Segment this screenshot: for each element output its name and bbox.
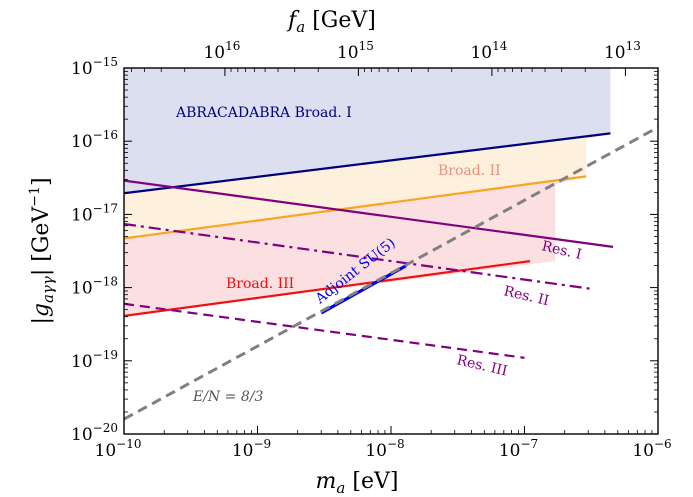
series-broad-iii — [124, 260, 531, 317]
top-tick-label: 1013 — [604, 39, 641, 63]
series-res-i — [124, 179, 614, 248]
top-tick-label: 1016 — [203, 39, 240, 63]
y-axis-label: |gaγγ| [GeV−1] — [27, 177, 57, 324]
y-tick-label: 10−19 — [71, 348, 118, 372]
x-tick-label: 10−10 — [95, 437, 142, 461]
y-tick-label: 10−17 — [71, 201, 118, 225]
annotation-res-iii: Res. III — [455, 352, 509, 379]
top-tick-label: 1014 — [470, 39, 507, 63]
x-tick-label: 10−8 — [365, 437, 404, 461]
annotation-broad-ii: Broad. II — [438, 163, 501, 179]
series-e-n-8-3 — [124, 125, 658, 421]
y-tick-label: 10−20 — [71, 421, 118, 445]
annotation-e-n-8-3: E/N = 8/3 — [192, 389, 263, 405]
series-broad-ii — [124, 175, 587, 240]
y-tick-label: 10−18 — [71, 275, 118, 299]
x-tick-label: 10−9 — [232, 437, 271, 461]
series-res-ii — [124, 222, 594, 291]
y-tick-label: 10−16 — [71, 128, 118, 152]
annotation-broad-iii: Broad. III — [226, 276, 294, 292]
annotation-abracadabra-broad-i: ABRACADABRA Broad. I — [175, 105, 352, 121]
y-tick-label: 10−15 — [71, 55, 118, 79]
x-axis-label: ma [eV] — [316, 469, 399, 497]
region-abracadabra-broad-i — [124, 68, 611, 194]
annotation-res-ii: Res. II — [502, 283, 550, 309]
top-axis-label: fa [GeV] — [286, 8, 376, 36]
x-tick-label: 10−7 — [499, 437, 538, 461]
series-abracadabra-broad-i — [124, 132, 611, 195]
series-res-iii — [124, 302, 525, 359]
region-broad-ii — [124, 133, 611, 239]
top-tick-label: 1015 — [337, 39, 374, 63]
x-tick-label: 10−6 — [632, 437, 671, 461]
region-broad-iii — [124, 176, 587, 316]
